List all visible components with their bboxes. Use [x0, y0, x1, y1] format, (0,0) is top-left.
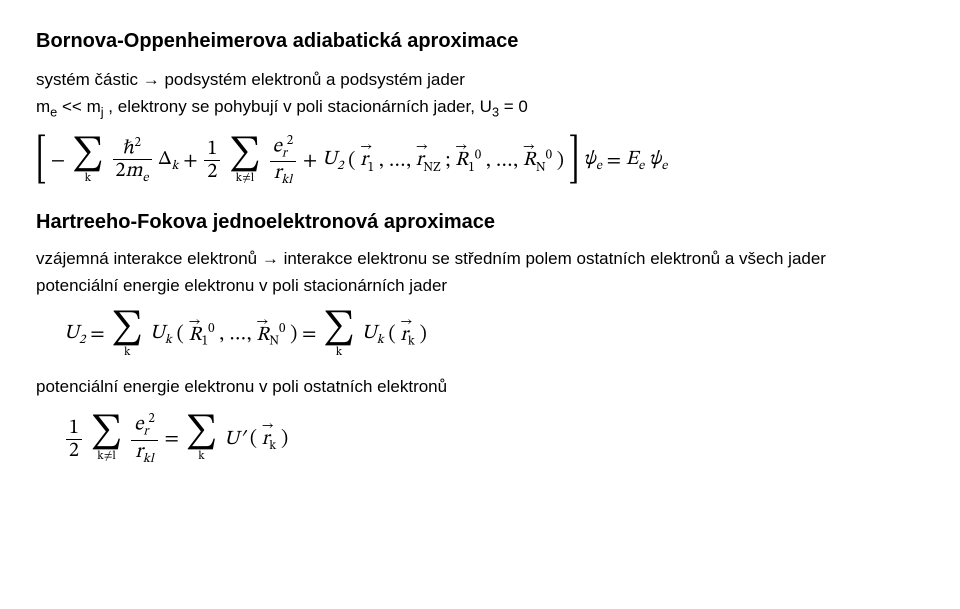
text: interakce elektronu se středním polem os… [279, 249, 826, 268]
lpar2: ( [388, 325, 395, 345]
u2: U2 [64, 323, 85, 343]
eq: = [90, 325, 109, 345]
formula-u2: U2 = ∑ k Uk ( R10 , …, RN0 ) = ∑ k Uk ( … [64, 312, 924, 358]
sup0b: 0 [546, 149, 552, 162]
rpar2: ) [420, 325, 427, 345]
sup0: 0 [208, 323, 214, 336]
text: << m [57, 97, 100, 116]
text: podsystém elektronů a podsystém jader [160, 70, 465, 89]
eq2: = [302, 325, 321, 345]
r-big-n: R [256, 325, 269, 345]
lpar: ( [250, 429, 257, 449]
rnz: r [416, 150, 424, 170]
frac-half: 1 2 [66, 418, 82, 461]
e-e: Ee [626, 149, 645, 169]
left-bracket: [ [36, 137, 47, 184]
frac-er: er2 rkl [131, 413, 158, 466]
text-line-2: me << mj , elektrony se pohybují v poli … [36, 96, 924, 121]
subscript: 3 [492, 104, 499, 119]
r-big-n: R [523, 150, 536, 170]
sum-k: ∑ k [72, 138, 104, 184]
sup0b: 0 [279, 323, 285, 336]
psi-e2: ψe [649, 149, 667, 169]
formula-uprime: 1 2 ∑ k≠l er2 rkl = ∑ k U′ ( rk ) [64, 413, 924, 466]
sub1: 1 [202, 336, 208, 349]
plus: + [183, 150, 202, 170]
text: , elektrony se pohybují v poli stacionár… [104, 97, 492, 116]
sub-k: k [269, 440, 276, 453]
text: = 0 [499, 97, 528, 116]
sub-n: N [536, 162, 546, 175]
uk2: Uk [362, 323, 384, 343]
lpar: ( [348, 150, 355, 170]
uk: Uk [150, 323, 172, 343]
section-hf: Hartreeho-Fokova jednoelektronová aproxi… [36, 209, 924, 236]
r-big-1: R [188, 325, 201, 345]
dots: , …, [379, 150, 416, 170]
dots: , …, [219, 325, 256, 345]
frac-hbar: ℏ2 2me [113, 137, 152, 186]
minus: − [51, 150, 65, 170]
sub1: 1 [368, 162, 374, 175]
arrow: → [262, 249, 279, 268]
text-line-1: systém částic → podsystém elektronů a po… [36, 69, 924, 92]
rk: r [262, 429, 270, 449]
sum-k: ∑ k [186, 416, 218, 462]
sub1b: 1 [468, 162, 474, 175]
delta-k: Δk [158, 149, 178, 169]
text-line-4: potenciální energie elektronu v poli sta… [36, 275, 924, 298]
frac-half: 1 2 [204, 139, 220, 182]
sum-k: ∑ k [111, 312, 143, 358]
plus2: + [303, 150, 322, 170]
text-line-5: potenciální energie elektronu v poli ost… [36, 376, 924, 399]
eq: = [165, 429, 184, 449]
rpar: ) [290, 325, 297, 345]
rpar: ) [557, 150, 564, 170]
u2: U2 [322, 149, 343, 169]
sum-kl: ∑ k≠l [229, 138, 261, 184]
sum-k2: ∑ k [323, 312, 355, 358]
rk: r [400, 325, 408, 345]
page-title: Bornova-Oppenheimerova adiabatická aprox… [36, 28, 924, 55]
text: systém částic [36, 70, 143, 89]
dots2: , …, [486, 150, 523, 170]
sum-kl: ∑ k≠l [91, 416, 123, 462]
sub-nz: NZ [423, 162, 440, 175]
right-bracket: ] [568, 137, 579, 184]
r-big-1: R [455, 150, 468, 170]
sup0: 0 [475, 149, 481, 162]
sub-k: k [408, 336, 415, 349]
semi: ; [445, 150, 455, 170]
rpar: ) [281, 429, 288, 449]
arrow: → [143, 70, 160, 89]
sub-n: N [269, 336, 279, 349]
psi-e: ψe [583, 149, 601, 169]
formula-bo: [ − ∑ k ℏ2 2me Δk + 1 2 ∑ k≠l er2 rkl + … [36, 135, 924, 188]
uprime: U′ [224, 429, 245, 449]
text-line-3: vzájemná interakce elektronů → interakce… [36, 248, 924, 271]
r1: r [360, 150, 368, 170]
frac-er: er2 rkl [270, 135, 297, 188]
lpar: ( [177, 325, 184, 345]
text: vzájemná interakce elektronů [36, 249, 262, 268]
eq: = [607, 150, 626, 170]
text: m [36, 97, 50, 116]
